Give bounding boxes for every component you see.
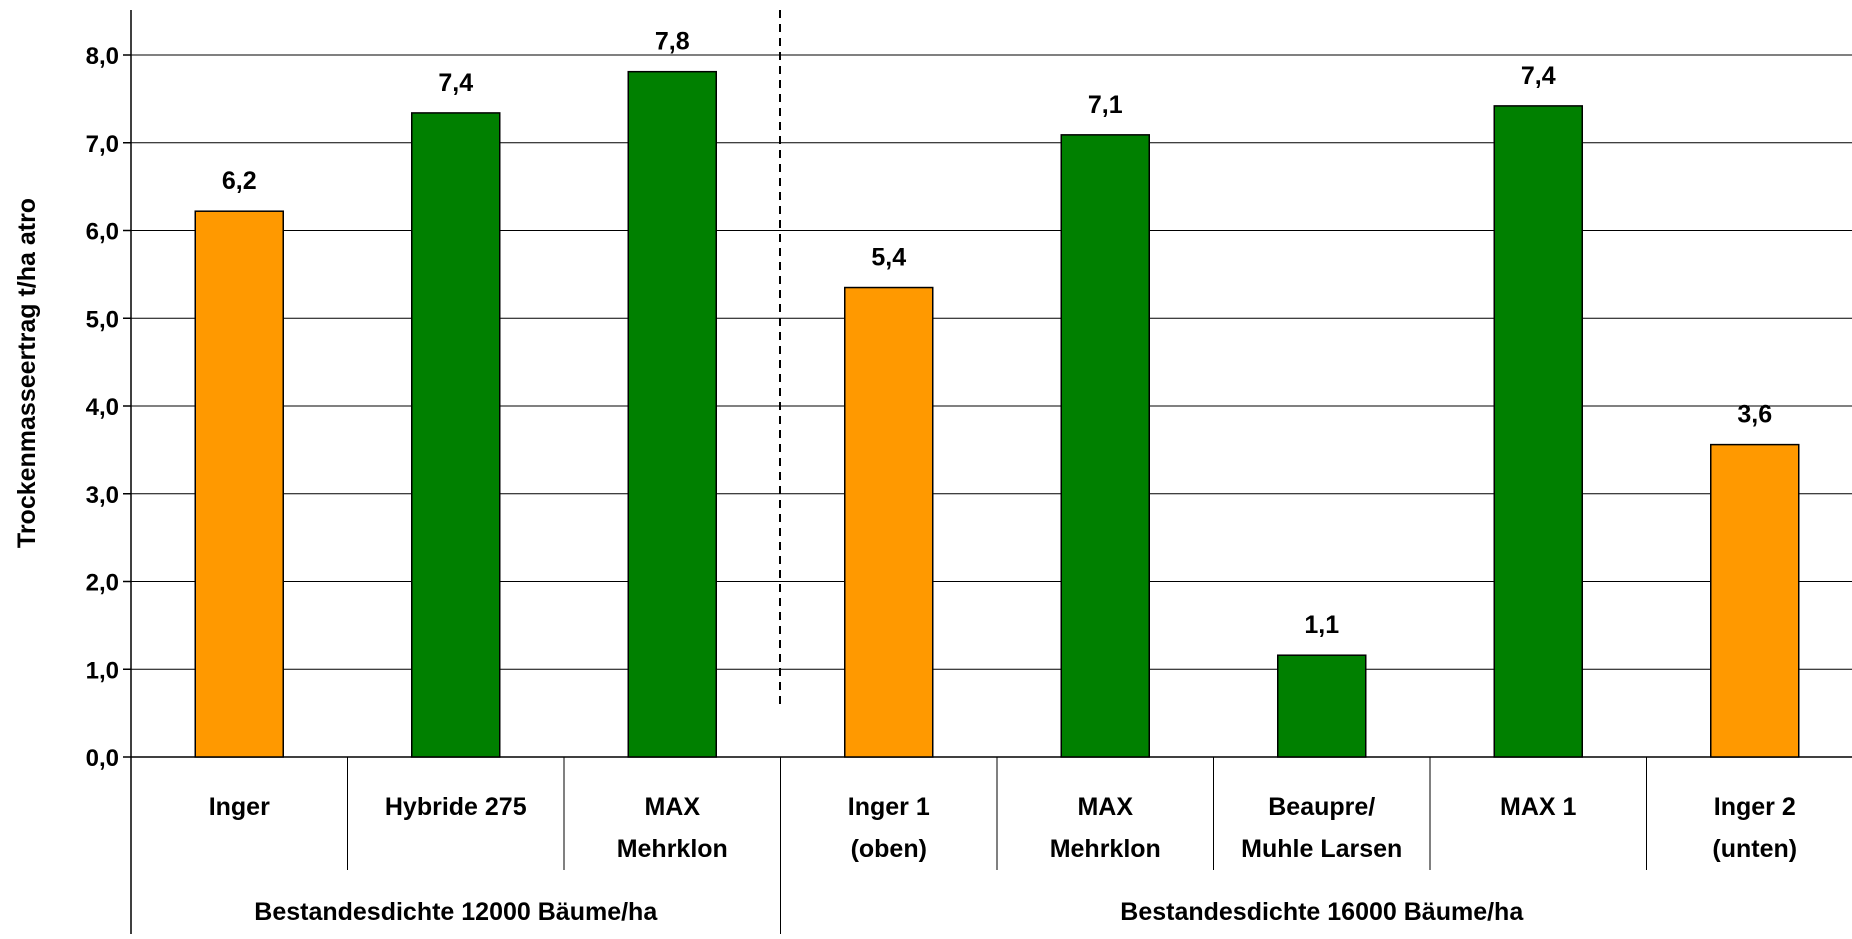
data-label: 7,4: [1521, 62, 1556, 90]
bar: [845, 288, 933, 757]
category-label: (unten): [1712, 835, 1797, 863]
bar: [1494, 106, 1582, 757]
category-label: Muhle Larsen: [1241, 835, 1402, 863]
y-axis-title: Trockenmasseertrag t/ha atro: [13, 198, 41, 548]
data-label: 7,8: [655, 28, 690, 56]
category-label: Inger: [209, 793, 270, 821]
bar: [1061, 135, 1149, 757]
category-label: (oben): [851, 835, 927, 863]
data-label: 5,4: [871, 244, 906, 272]
y-tick-label: 4,0: [86, 394, 119, 421]
y-tick-label: 8,0: [86, 43, 119, 70]
bar: [195, 211, 283, 757]
y-tick-label: 3,0: [86, 482, 119, 509]
category-label: Inger 1: [848, 793, 930, 821]
data-label: 7,1: [1088, 91, 1123, 119]
category-label: MAX: [1077, 793, 1133, 821]
category-label: MAX: [644, 793, 700, 821]
bar: [412, 113, 500, 757]
bar: [1278, 655, 1366, 757]
category-label: Mehrklon: [1050, 835, 1161, 863]
data-label: 3,6: [1737, 401, 1772, 429]
category-label: Beaupre/: [1268, 793, 1375, 821]
group-label: Bestandesdichte 16000 Bäume/ha: [1120, 898, 1524, 926]
data-label: 6,2: [222, 167, 257, 195]
y-tick-label: 7,0: [86, 131, 119, 158]
bar: [628, 72, 716, 757]
data-label: 7,4: [438, 69, 473, 97]
y-tick-label: 5,0: [86, 306, 119, 333]
y-tick-label: 0,0: [86, 745, 119, 772]
category-label: Hybride 275: [385, 793, 527, 821]
y-tick-label: 6,0: [86, 219, 119, 246]
category-label: Mehrklon: [617, 835, 728, 863]
y-tick-label: 2,0: [86, 570, 119, 597]
category-label: Inger 2: [1714, 793, 1796, 821]
data-label: 1,1: [1304, 611, 1339, 639]
group-label: Bestandesdichte 12000 Bäume/ha: [254, 898, 658, 926]
category-label: MAX 1: [1500, 793, 1577, 821]
y-tick-label: 1,0: [86, 657, 119, 684]
bar: [1711, 445, 1799, 757]
